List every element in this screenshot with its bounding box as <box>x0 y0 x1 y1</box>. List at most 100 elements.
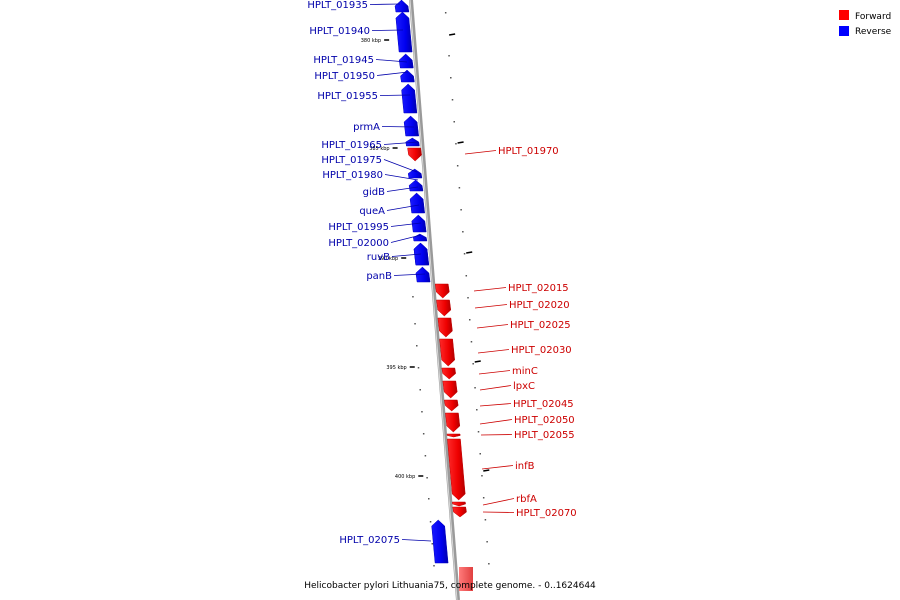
gene-label-hplt-02020[interactable]: HPLT_02020 <box>509 300 570 311</box>
gene-feature-hplt-02075[interactable] <box>431 519 449 564</box>
leader-line <box>386 186 419 192</box>
leader-line <box>477 349 510 354</box>
gene-label-hplt-02055[interactable]: HPLT_02055 <box>514 430 575 441</box>
gene-label-infb[interactable]: infB <box>515 461 535 472</box>
gene-label-hplt-01955[interactable]: HPLT_01955 <box>317 91 378 102</box>
leader-line <box>481 465 514 470</box>
leader-line <box>379 94 411 96</box>
gene-feature-hplt-02055[interactable] <box>446 433 461 438</box>
minor-tick <box>462 231 464 233</box>
gene-feature-hplt-01970[interactable] <box>407 147 422 162</box>
leader-line <box>393 273 426 276</box>
gene-label-hplt-01975[interactable]: HPLT_01975 <box>321 155 382 166</box>
gene-feature-hplt-02030[interactable] <box>439 338 455 367</box>
legend-label-reverse: Reverse <box>855 27 892 37</box>
leader-line <box>476 324 509 329</box>
gene-feature-hplt-02070[interactable] <box>452 506 467 518</box>
gene-label-hplt-02015[interactable]: HPLT_02015 <box>508 283 569 294</box>
legend-swatch-reverse <box>839 26 849 36</box>
minor-tick <box>422 433 425 435</box>
gene-label-quea[interactable]: queA <box>359 206 385 217</box>
gene-feature-hplt-02015[interactable] <box>434 283 450 299</box>
gene-label-hplt-02025[interactable]: HPLT_02025 <box>510 320 571 331</box>
gene-feature-lpxc[interactable] <box>442 380 458 399</box>
gene-label-hplt-01945[interactable]: HPLT_01945 <box>313 55 374 66</box>
leader-line <box>375 59 408 63</box>
gene-feature-hplt-01940[interactable] <box>395 11 413 53</box>
gene-label-hplt-02075[interactable]: HPLT_02075 <box>339 535 400 546</box>
minor-tick <box>416 345 418 347</box>
major-tick-label: 380 kbp <box>361 38 381 44</box>
minor-tick <box>444 12 447 14</box>
gene-label-hplt-02000[interactable]: HPLT_02000 <box>328 238 389 249</box>
gene-label-prma[interactable]: prmA <box>353 122 380 133</box>
gene-label-hplt-02030[interactable]: HPLT_02030 <box>511 345 572 356</box>
minor-tick <box>479 453 481 455</box>
gene-label-hplt-01935[interactable]: HPLT_01935 <box>307 0 368 11</box>
gene-feature-infb[interactable] <box>447 438 466 501</box>
gene-feature-ruvb[interactable] <box>413 242 430 266</box>
gene-label-hplt-01950[interactable]: HPLT_01950 <box>314 71 375 82</box>
gene-feature-hplt-01980[interactable] <box>408 179 424 192</box>
gene-label-lpxc[interactable]: lpxC <box>513 381 535 392</box>
legend: Forward Reverse <box>839 10 892 37</box>
leader-line <box>480 434 513 436</box>
minor-tick <box>468 319 471 321</box>
minor-tick <box>472 363 474 365</box>
gene-feature-hplt-01935[interactable] <box>394 0 410 13</box>
gene-feature-partial[interactable] <box>459 567 473 591</box>
gene-feature-hplt-02025[interactable] <box>437 317 453 338</box>
leader-line <box>391 253 422 257</box>
major-tick-label: 385 kbp <box>369 146 389 152</box>
minor-tick <box>450 77 452 79</box>
legend-label-forward: Forward <box>855 12 891 22</box>
legend-swatch-forward <box>839 10 849 20</box>
major-tick: 385 kbp <box>369 141 464 152</box>
gene-feature-hplt-01975[interactable] <box>407 168 423 179</box>
gene-feature-hplt-01945[interactable] <box>398 53 414 69</box>
leader-line <box>383 159 418 173</box>
minor-tick <box>451 99 454 101</box>
leader-line <box>464 150 497 155</box>
gene-feature-hplt-02045[interactable] <box>444 399 459 412</box>
gene-label-panb[interactable]: panB <box>366 271 392 282</box>
gene-label-hplt-02070[interactable]: HPLT_02070 <box>516 508 577 519</box>
major-tick: 390 kbp <box>378 251 473 262</box>
gene-feature-hplt-02050[interactable] <box>445 412 461 433</box>
gene-label-hplt-02050[interactable]: HPLT_02050 <box>514 415 575 426</box>
minor-tick <box>458 187 461 189</box>
leader-line <box>376 71 409 76</box>
gene-label-hplt-01965[interactable]: HPLT_01965 <box>321 140 382 151</box>
gene-feature-hplt-02020[interactable] <box>436 299 452 317</box>
gene-label-hplt-02045[interactable]: HPLT_02045 <box>513 399 574 410</box>
gene-label-hplt-01980[interactable]: HPLT_01980 <box>322 170 383 181</box>
gene-label-ruvb[interactable]: ruvB <box>367 252 390 263</box>
gene-label-hplt-01940[interactable]: HPLT_01940 <box>309 26 370 37</box>
leader-line <box>473 287 507 292</box>
minor-tick <box>433 565 435 567</box>
minor-tick <box>453 121 455 123</box>
gene-label-minc[interactable]: minC <box>512 366 538 377</box>
gene-feature-rbfa[interactable] <box>452 501 466 507</box>
gene-labels: HPLT_01935 HPLT_01940 HPLT_01945 HPLT_01950… <box>307 0 576 546</box>
gene-feature-panb[interactable] <box>415 266 431 283</box>
gene-feature-minc[interactable] <box>441 367 456 380</box>
gene-label-hplt-01995[interactable]: HPLT_01995 <box>328 222 389 233</box>
gene-label-gidb[interactable]: gidB <box>363 187 385 198</box>
gene-label-rbfa[interactable]: rbfA <box>516 494 537 505</box>
minor-tick <box>424 455 427 457</box>
genome-backbone <box>409 0 460 600</box>
leader-line <box>381 126 415 128</box>
minor-tick <box>448 55 450 57</box>
gene-feature-gidb[interactable] <box>409 192 425 214</box>
gene-feature-hplt-01950[interactable] <box>400 69 415 83</box>
gene-label-hplt-01970[interactable]: HPLT_01970 <box>498 146 559 157</box>
minor-tick <box>426 477 428 479</box>
leader-line <box>482 511 515 513</box>
gene-feature-prma[interactable] <box>403 115 419 137</box>
gene-feature-hplt-01955[interactable] <box>401 83 418 114</box>
minor-tick <box>463 253 466 255</box>
minor-tick <box>456 165 459 167</box>
major-ticks: 380 kbp 385 kbp 390 kbp 395 kbp 400 kbp <box>361 33 490 480</box>
